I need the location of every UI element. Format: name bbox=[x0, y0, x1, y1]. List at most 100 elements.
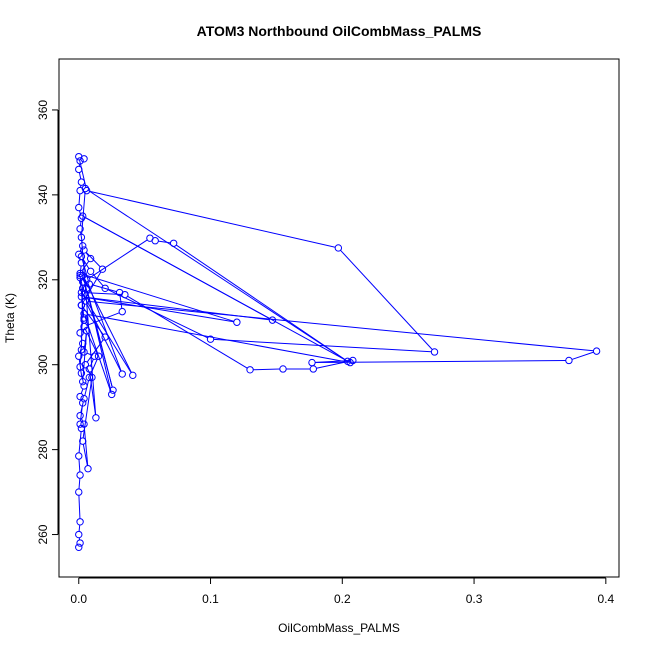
data-point bbox=[90, 352, 99, 360]
series-line-segment bbox=[82, 444, 88, 466]
series-line-segment bbox=[92, 273, 104, 287]
series-line-segment bbox=[86, 303, 122, 372]
series-line-segment bbox=[253, 368, 280, 371]
series-line-segment bbox=[78, 172, 82, 180]
data-point bbox=[121, 290, 129, 299]
data-point bbox=[92, 414, 100, 422]
data-point bbox=[98, 265, 107, 273]
data-point bbox=[430, 348, 439, 356]
data-point bbox=[75, 203, 83, 212]
series-line-segment bbox=[87, 313, 348, 363]
x-axis-label: OilCombMass_PALMS bbox=[278, 621, 400, 635]
series-line-segment bbox=[79, 210, 82, 216]
series-line-segment bbox=[90, 358, 94, 367]
series-line-segment bbox=[78, 495, 81, 519]
data-point bbox=[81, 297, 90, 305]
data-point bbox=[76, 420, 84, 428]
series-line-segment bbox=[86, 352, 92, 356]
plot-area bbox=[58, 58, 620, 578]
data-point bbox=[75, 165, 83, 174]
data-point bbox=[76, 157, 84, 165]
series-line-segment bbox=[80, 278, 83, 286]
data-point bbox=[246, 366, 254, 374]
data-point bbox=[109, 386, 117, 394]
data-point bbox=[308, 358, 316, 367]
data-point bbox=[94, 352, 103, 360]
series-line-segment bbox=[315, 359, 566, 364]
data-point bbox=[279, 365, 287, 373]
series-line-segment bbox=[571, 351, 594, 360]
series-line-segment bbox=[78, 193, 81, 205]
data-point bbox=[75, 530, 83, 539]
series-line-segment bbox=[84, 329, 98, 354]
data-point bbox=[80, 314, 88, 322]
data-point bbox=[88, 373, 96, 382]
series-line-segment bbox=[79, 221, 82, 226]
data-point bbox=[86, 254, 95, 263]
x-tick-label: 0.1 bbox=[202, 592, 219, 606]
data-point bbox=[75, 352, 83, 360]
data-point bbox=[79, 437, 87, 445]
series-line-segment bbox=[87, 282, 122, 372]
series-line-segment bbox=[80, 388, 84, 394]
data-point bbox=[76, 411, 84, 420]
series-line-segment bbox=[78, 524, 81, 532]
data-point bbox=[77, 301, 86, 309]
data-point bbox=[233, 318, 241, 326]
data-point bbox=[82, 276, 91, 284]
series-line-segment bbox=[92, 284, 117, 293]
series-line-segment bbox=[89, 372, 96, 415]
data-point bbox=[76, 518, 84, 526]
series-layer bbox=[75, 152, 601, 551]
data-point bbox=[343, 357, 352, 366]
data-point bbox=[334, 244, 343, 252]
data-point bbox=[108, 390, 116, 399]
data-point bbox=[79, 242, 87, 250]
series-line-segment bbox=[80, 369, 83, 379]
data-point bbox=[77, 178, 86, 186]
series-line-segment bbox=[89, 190, 336, 248]
data-point bbox=[80, 316, 88, 324]
data-point bbox=[565, 356, 573, 365]
y-tick-label: 320 bbox=[36, 269, 50, 289]
series-line-segment bbox=[78, 478, 81, 489]
x-axis: 0.0 0.1 0.2 0.3 0.4 bbox=[70, 577, 614, 606]
series-line-segment bbox=[87, 189, 346, 360]
data-point bbox=[77, 293, 86, 301]
series-line-segment bbox=[176, 244, 346, 360]
data-point bbox=[86, 267, 95, 275]
series-line-segment bbox=[81, 260, 90, 272]
data-point bbox=[151, 237, 159, 245]
data-point bbox=[85, 373, 94, 382]
data-point bbox=[101, 333, 109, 341]
data-point bbox=[76, 273, 84, 282]
data-point bbox=[76, 225, 84, 233]
y-tick-label: 340 bbox=[36, 185, 50, 205]
series-line-segment bbox=[85, 217, 348, 362]
data-point bbox=[77, 252, 86, 261]
series-line-segment bbox=[79, 346, 83, 354]
data-point bbox=[77, 288, 86, 297]
data-point bbox=[118, 307, 126, 316]
data-point bbox=[82, 327, 91, 335]
y-tick-label: 280 bbox=[36, 439, 50, 459]
series-line-segment bbox=[78, 459, 81, 472]
data-point bbox=[118, 370, 126, 378]
series-line-segment bbox=[86, 312, 120, 326]
data-point bbox=[169, 239, 178, 247]
y-axis: 260 280 300 320 340 360 bbox=[36, 100, 59, 545]
data-point bbox=[206, 335, 215, 343]
data-point bbox=[76, 329, 84, 337]
data-point bbox=[80, 382, 88, 390]
data-point bbox=[81, 184, 90, 193]
series-line-segment bbox=[79, 265, 82, 273]
data-point bbox=[77, 346, 86, 354]
x-tick-label: 0.4 bbox=[597, 592, 614, 606]
data-point bbox=[101, 284, 109, 292]
series-line-segment bbox=[213, 338, 432, 353]
data-point bbox=[80, 246, 88, 254]
chart-title: ATOM3 Northbound OilCombMass_PALMS bbox=[197, 23, 482, 39]
series-line-segment bbox=[83, 278, 113, 388]
data-point bbox=[76, 271, 84, 280]
